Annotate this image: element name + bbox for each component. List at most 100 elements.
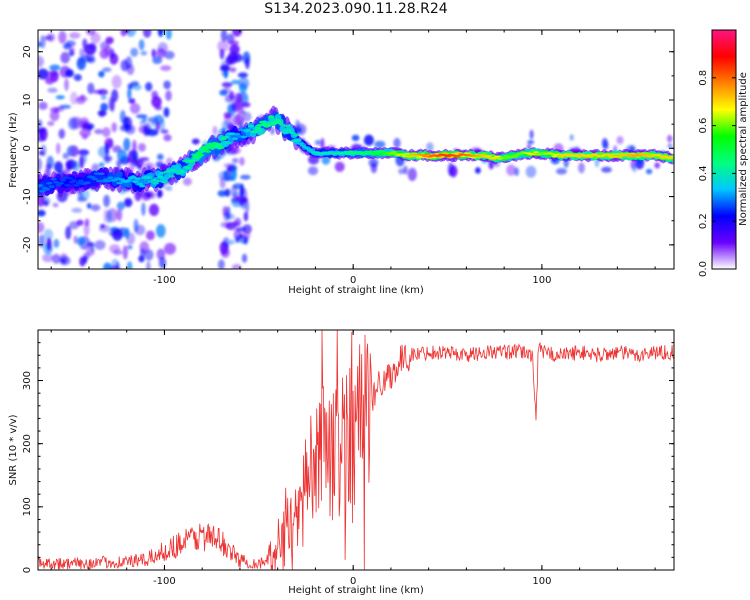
spectrogram-noise-blob	[240, 174, 251, 180]
spectrogram-noise-blob	[220, 247, 230, 258]
spectrogram-ridge-cell	[195, 151, 202, 155]
spectrogram-noise-blob	[163, 80, 171, 90]
spectrogram-ridge-cell	[551, 155, 558, 158]
spectrogram-noise-blob	[117, 149, 127, 163]
spectrogram-ridge-cell	[557, 155, 565, 158]
spectrogram-ridge-cell	[175, 163, 182, 170]
spectrogram-noise-blob	[84, 43, 97, 55]
snr-x-tick-label: 0	[350, 576, 356, 587]
spectrogram-noise-blob	[103, 155, 113, 162]
spectrogram-noise-blob	[229, 67, 237, 73]
spectrogram-ridge-cell	[48, 185, 55, 189]
spectrogram-ridge-cell	[240, 135, 248, 139]
spectrogram-noise-blob	[334, 161, 345, 172]
spectrogram-noise-blob	[127, 245, 133, 250]
spectrogram-noise-blob	[53, 238, 60, 248]
spectrogram-noise-blob	[667, 134, 673, 143]
spectrogram-noise-blob	[231, 184, 238, 198]
spectrogram-noise-blob	[58, 128, 66, 139]
spectrogram-noise-blob	[124, 227, 130, 240]
spectrogram-noise-blob	[146, 230, 155, 241]
spectrogram-noise-blob	[132, 139, 137, 154]
snr-frame	[37, 329, 675, 571]
spectrogram-ridge-cell	[202, 147, 209, 150]
spectrogram-ridge-cell	[286, 129, 293, 132]
spectrogram-ridge-cell	[372, 151, 379, 154]
spectrogram-noise-blob	[65, 226, 72, 240]
spectrogram-noise-blob	[54, 161, 63, 174]
spectrogram-noise-blob	[46, 33, 56, 42]
snr-y-tick-label: 100	[22, 497, 33, 516]
spectrogram-noise-blob	[85, 30, 96, 36]
spectrogram-noise-blob	[370, 162, 378, 174]
spectrogram-noise-blob	[223, 111, 232, 119]
spectrogram-noise-blob	[123, 137, 131, 152]
spectrogram-noise-blob	[90, 32, 101, 44]
spectrogram-ridge-cell	[38, 184, 44, 187]
spectrogram-ridge-cell	[517, 153, 524, 155]
spectrogram-noise-blob	[398, 168, 405, 175]
spectrogram-noise-blob	[102, 67, 112, 72]
spectrogram-ridge-cell	[494, 155, 501, 158]
spectrogram-noise-blob	[130, 81, 139, 87]
colorbar-tick-label: 0.0	[698, 261, 709, 277]
spectrogram-ridge-cell	[306, 149, 313, 151]
spectrogram-noise-blob	[120, 59, 129, 72]
spectrogram-noise-blob	[70, 91, 78, 105]
spectrogram-noise-blob	[65, 69, 74, 78]
spectrogram-noise-blob	[108, 97, 115, 111]
colorbar-tick-label: 0.4	[698, 165, 709, 181]
spectrogram-noise-blob	[217, 40, 229, 53]
spectrogram-noise-blob	[645, 168, 653, 175]
spectrogram-noise-blob	[64, 78, 69, 91]
spectrogram-noise-blob	[191, 138, 200, 145]
spectrogram-noise-blob	[136, 164, 143, 169]
spectrogram-ridge-cell	[168, 174, 175, 178]
spectrogram-noise-blob	[393, 137, 401, 149]
spectrogram-ridge-cell	[304, 147, 311, 150]
spectrogram-ridge-cell	[175, 172, 182, 175]
spectrogram-noise-blob	[76, 219, 84, 226]
spectrogram-noise-blob	[52, 253, 61, 264]
spectrogram-noise-blob	[103, 209, 108, 223]
spectrogram-noise-blob	[130, 47, 139, 57]
spectrogram-ridge-cell	[403, 153, 411, 155]
spectrogram-ridge-cell	[191, 153, 198, 157]
spectrogram-noise-blob	[100, 95, 107, 100]
spectrogram-noise-blob	[58, 30, 67, 44]
spectrogram-noise-blob	[145, 82, 153, 92]
spectrogram-ridge-cell	[259, 127, 266, 135]
snr-x-label: Height of straight line (km)	[288, 585, 424, 596]
spectrogram-noise-blob	[52, 202, 59, 208]
spectrogram-noise-blob	[556, 168, 567, 175]
spectrogram-noise-blob	[97, 109, 107, 117]
spectrogram-ridge-cell	[456, 154, 463, 157]
spectrogram-ridge-cell	[567, 153, 574, 156]
spectrogram-noise-blob	[68, 46, 76, 52]
spectrogram-noise-blob	[223, 170, 229, 179]
spectrogram-ridge-cell	[508, 156, 515, 159]
spectrogram-noise-blob	[116, 208, 123, 222]
spectrogram-noise-blob	[87, 241, 95, 248]
spectrogram-ridge-cell	[157, 175, 164, 179]
spectrogram-ridge-cell	[216, 143, 223, 146]
spectrogram-noise-blob	[224, 188, 231, 197]
spectrogram-noise-blob	[374, 140, 386, 149]
spectrogram-ridge-cell	[116, 181, 123, 185]
spectrogram-noise-blob	[142, 117, 147, 123]
spectrogram-noise-blob	[79, 256, 86, 267]
spectrogram-noise-blob	[144, 249, 154, 261]
spectrogram-noise-blob	[79, 128, 91, 138]
spectrogram-noise-blob	[221, 82, 233, 88]
spectrogram-y-tick-label: 20	[22, 45, 33, 58]
spectrogram-noise-blob	[38, 221, 45, 233]
spectrogram-ridge-cell	[43, 187, 51, 191]
spectrogram-ridge-cell	[485, 154, 492, 157]
spectrogram-noise-blob	[241, 230, 251, 240]
spectrogram-ridge-cell	[46, 181, 53, 185]
spectrogram-noise-blob	[234, 92, 243, 104]
spectrogram-ridge-cell	[295, 139, 302, 142]
spectrogram-x-ticks: -100 0 100	[50, 30, 656, 286]
